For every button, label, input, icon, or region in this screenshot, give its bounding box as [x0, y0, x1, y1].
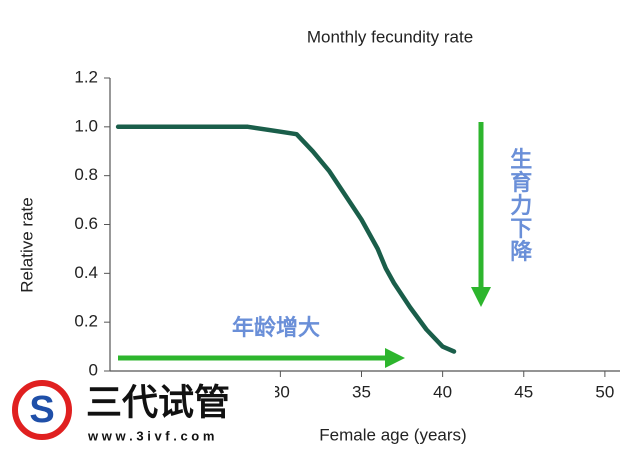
watermark: S 三代试管 w w w . 3 i v f . c o m: [0, 378, 275, 448]
annotation: 年龄增大: [232, 315, 320, 340]
y-tick-label: 0: [89, 360, 98, 379]
x-tick-label: 40: [433, 382, 452, 401]
y-tick-label: 0.8: [74, 165, 98, 184]
x-tick-label: 45: [514, 382, 533, 401]
watermark-name: 三代试管: [86, 382, 230, 423]
watermark-url: w w w . 3 i v f . c o m: [87, 428, 214, 443]
x-tick-label: 30: [271, 382, 290, 401]
arrows: [118, 122, 491, 368]
y-tick-label: 0.2: [74, 312, 98, 331]
arrow-head: [385, 348, 405, 368]
data-line: [115, 124, 457, 354]
logo-mark: S: [29, 389, 54, 431]
arrow-head: [471, 287, 491, 307]
chart-title: Monthly fecundity rate: [307, 27, 473, 46]
logo-ring: [12, 380, 72, 440]
annotation: 生育力下降: [507, 148, 532, 263]
y-tick-label: 1.2: [74, 67, 98, 86]
x-axis-label: Female age (years): [319, 425, 466, 444]
y-tick-label: 0.6: [74, 214, 98, 233]
x-tick-label: 35: [352, 382, 371, 401]
y-tick-label: 1.0: [74, 116, 98, 135]
y-axis-label: Relative rate: [17, 197, 36, 292]
x-tick-label: 50: [595, 382, 614, 401]
y-tick-label: 0.4: [74, 263, 98, 282]
